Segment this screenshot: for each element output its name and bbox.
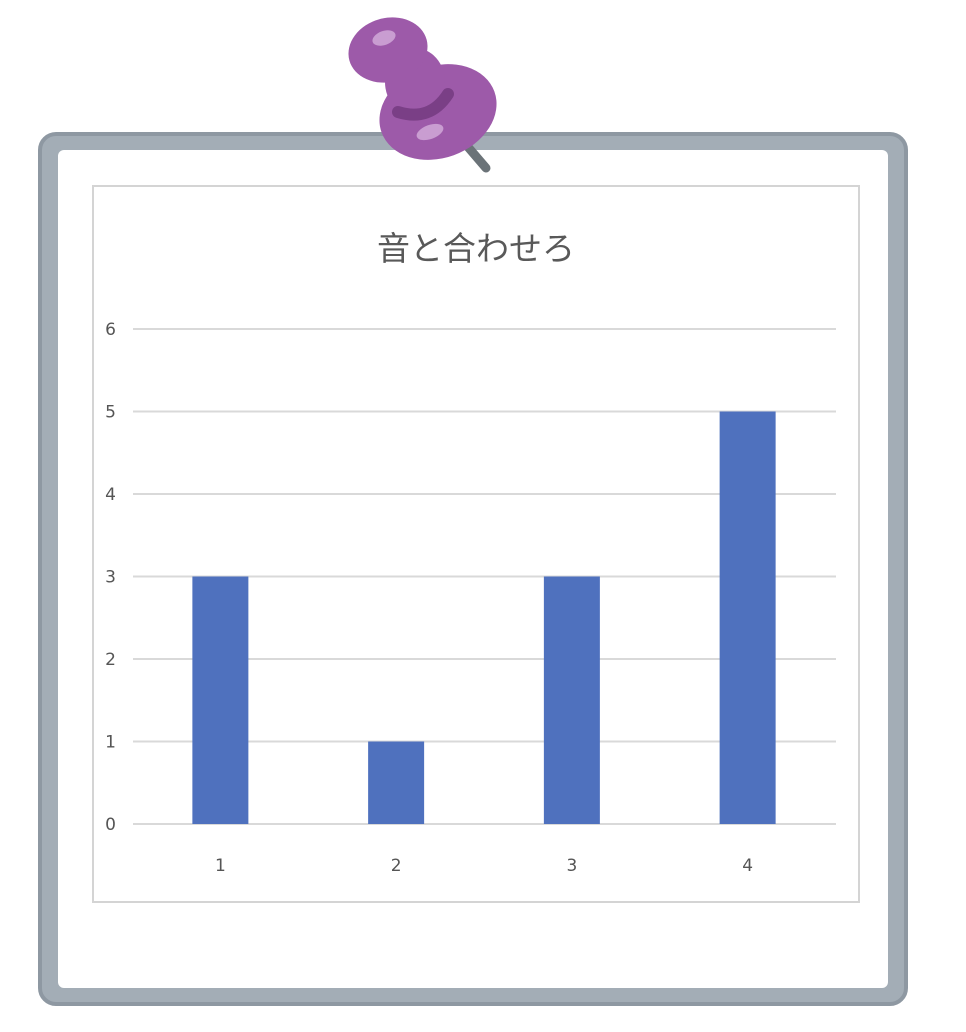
y-tick-label: 2 xyxy=(105,650,116,670)
x-axis-ticks: 1 2 3 4 xyxy=(215,856,753,876)
y-tick-label: 0 xyxy=(105,815,116,835)
bar-2 xyxy=(368,741,425,824)
y-tick-label: 6 xyxy=(105,320,116,340)
gridlines xyxy=(133,328,836,825)
chart-title: 音と合わせろ xyxy=(377,229,575,268)
bar-3 xyxy=(543,576,600,824)
pin-head-top xyxy=(348,17,428,83)
pin-highlight-bottom xyxy=(416,123,444,141)
pin-highlight-top xyxy=(372,30,396,46)
pin-shadow-band xyxy=(392,88,454,121)
y-tick-label: 1 xyxy=(105,733,116,753)
x-tick-label: 3 xyxy=(566,856,577,876)
push-pin-icon xyxy=(348,17,497,173)
bar-4 xyxy=(719,411,776,824)
x-tick-label: 1 xyxy=(215,856,226,876)
y-tick-label: 3 xyxy=(105,568,116,588)
bars xyxy=(192,411,776,824)
x-tick-label: 4 xyxy=(742,856,753,876)
x-tick-label: 2 xyxy=(391,856,402,876)
y-tick-label: 5 xyxy=(105,403,116,423)
y-tick-label: 4 xyxy=(105,485,116,505)
y-axis-ticks: 0 1 2 3 4 5 6 xyxy=(105,320,116,835)
bar-1 xyxy=(192,576,249,824)
